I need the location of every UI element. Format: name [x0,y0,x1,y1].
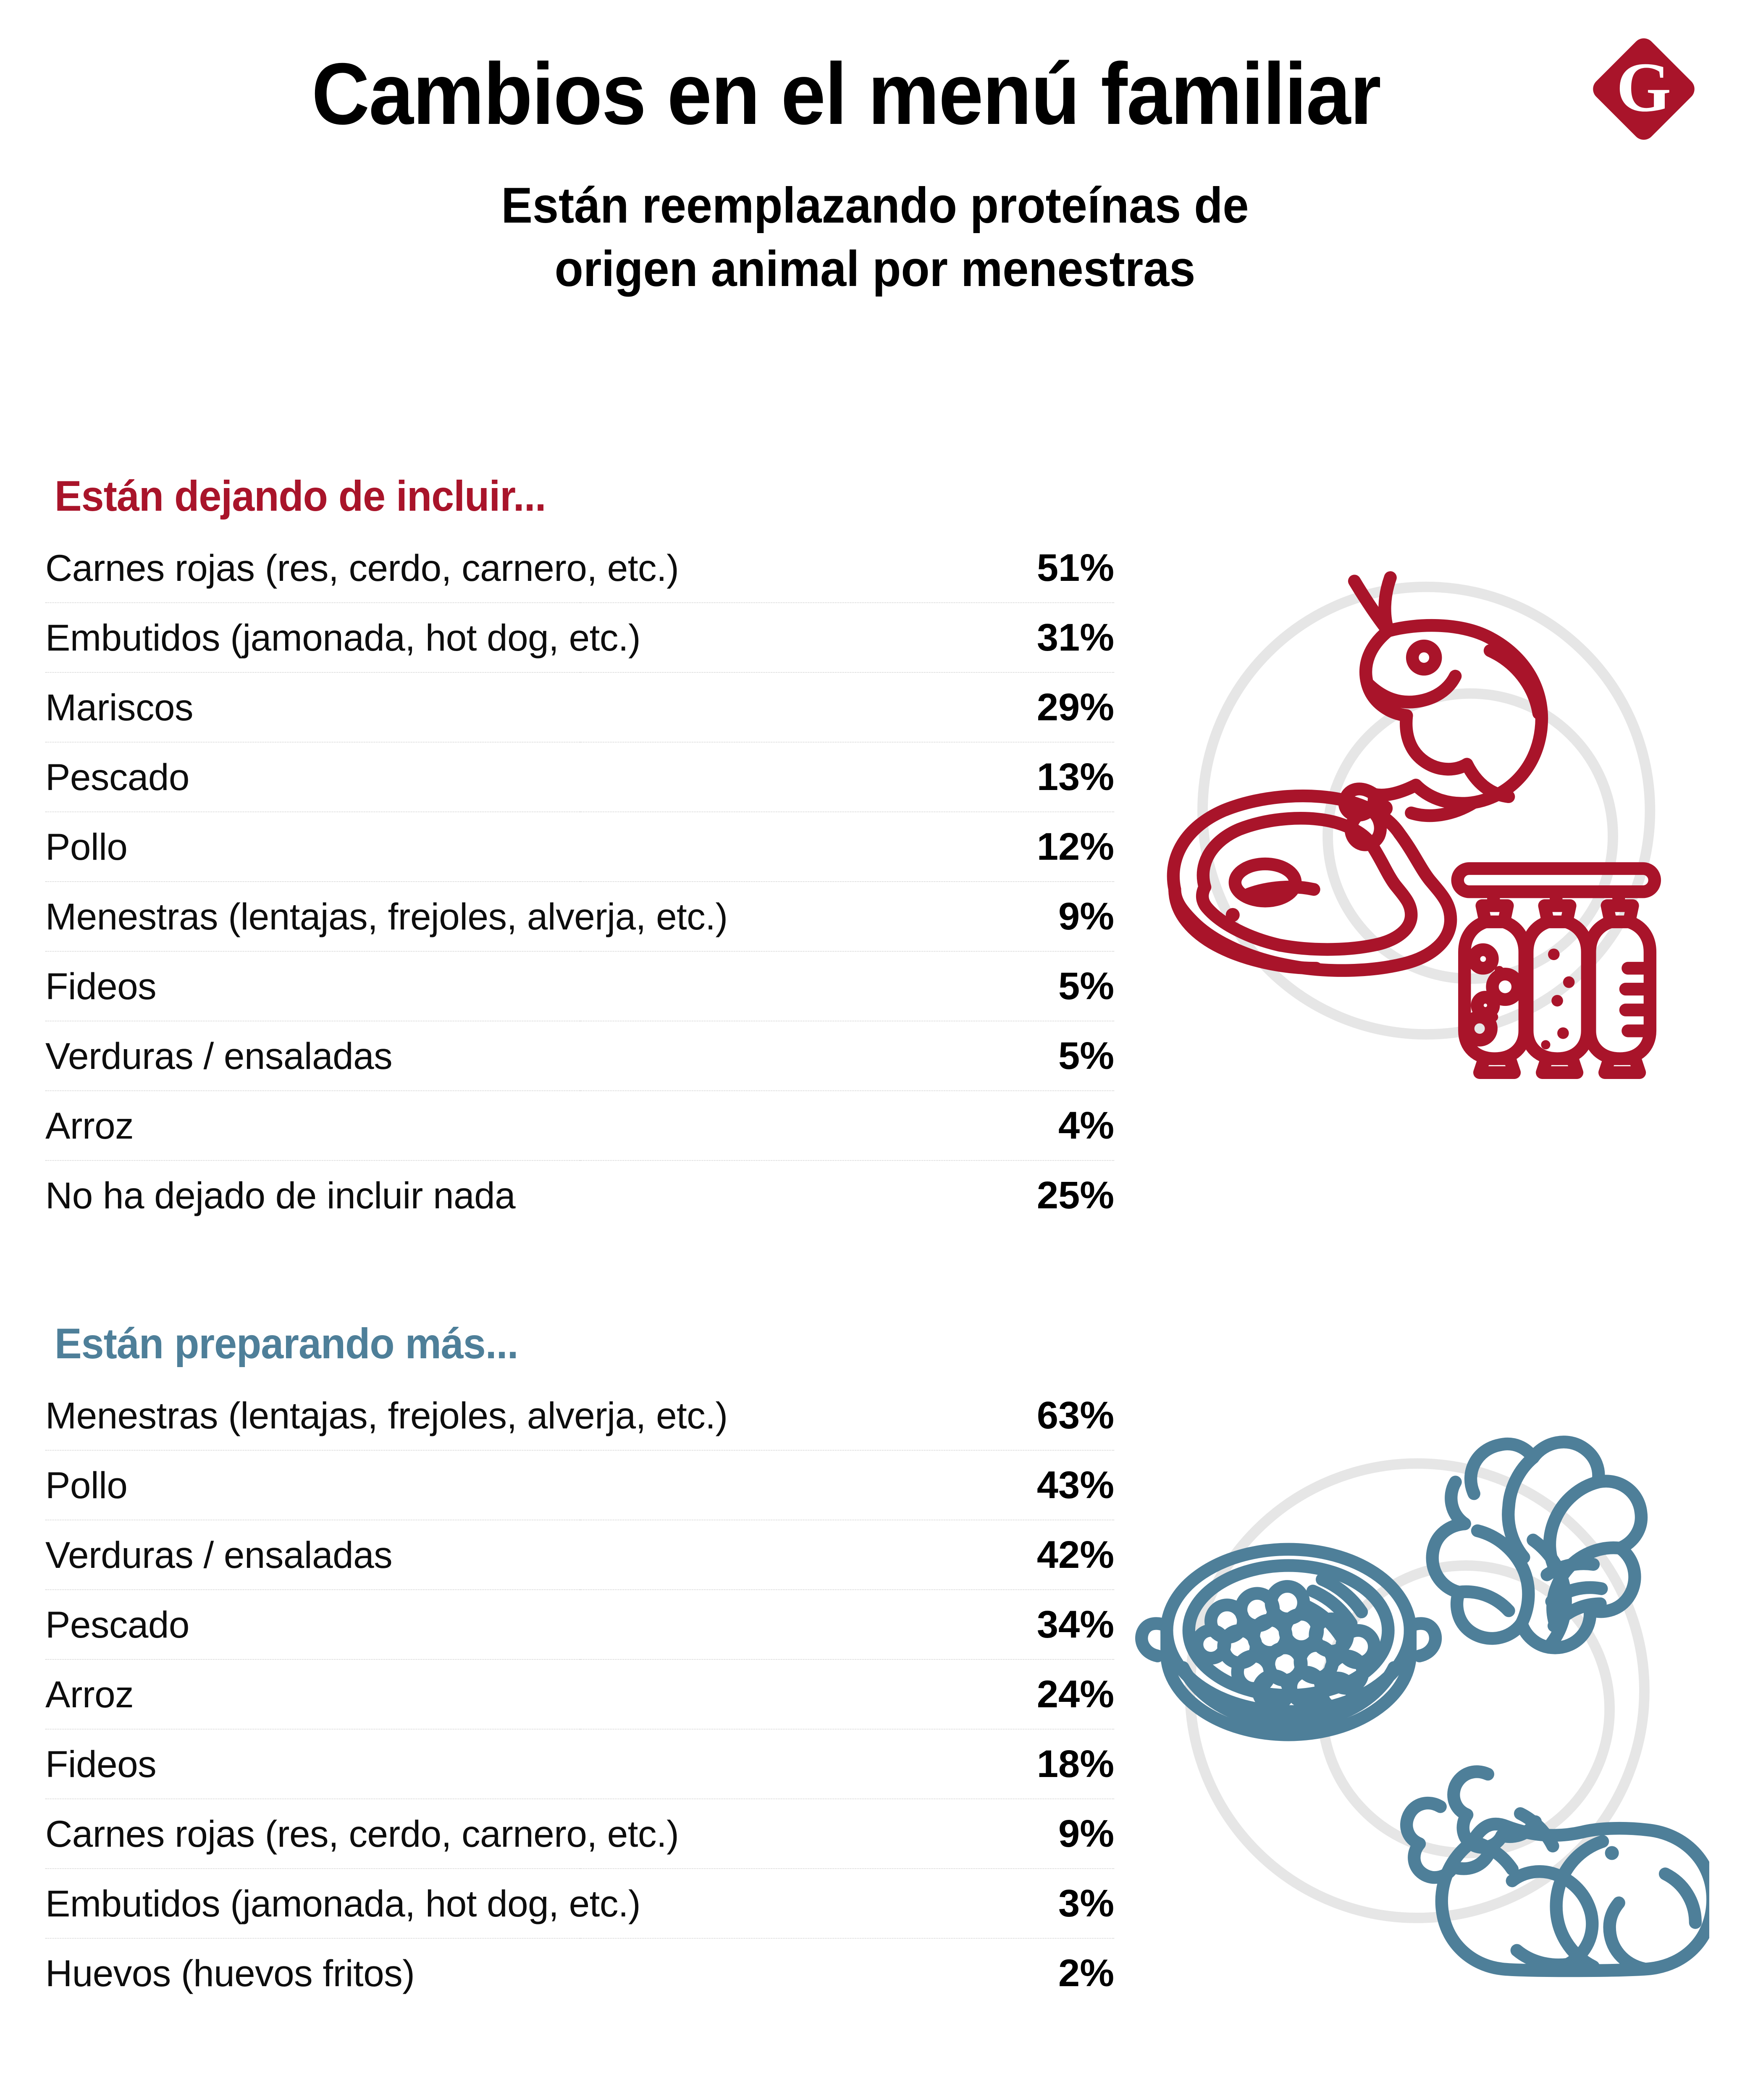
row-label: Arroz [45,1659,580,1730]
table-row: Fideos 5% [45,951,1114,1021]
row-value: 31% [580,603,1114,673]
row-label: Pescado [45,742,580,812]
illustration-plant-protein [1130,1399,1709,1978]
table-row: Pescado 34% [45,1590,1114,1660]
table-row: Huevos (huevos fritos) 2% [45,1938,1114,2008]
table-row: Verduras / ensaladas 5% [45,1021,1114,1091]
sausages-icon [1451,862,1661,1079]
gestion-logo: G [1588,34,1699,144]
section-heading-preparando: Están preparando más... [55,1320,519,1368]
row-value: 43% [580,1450,1114,1520]
bean-pot-icon [1135,1543,1442,1741]
subtitle-line-2: origen animal por menestras [554,241,1196,297]
table-row: Carnes rojas (res, cerdo, carnero, etc.)… [45,533,1114,603]
row-value: 25% [1036,1173,1114,1217]
table-row: Menestras (lentajas, frejoles, alverja, … [45,882,1114,952]
row-value: 12% [580,812,1114,882]
cabbage-icon [1426,1436,1648,1654]
row-value: 9% [580,882,1114,952]
table-row: Arroz 4% [45,1091,1114,1161]
row-value: 42% [580,1520,1114,1590]
section-heading-dejando: Están dejando de incluir... [55,472,546,520]
table-row: Pollo 43% [45,1450,1114,1520]
table-row: No ha dejado de incluir nada 25% [45,1160,1114,1230]
page-subtitle: Están reemplazando proteínas de origen a… [61,174,1689,301]
tables-column: Están dejando de incluir... Carnes rojas… [45,475,1120,2008]
row-value: 13% [580,742,1114,812]
row-label: Pollo [45,1450,580,1520]
table-row: Menestras (lentajas, frejoles, alverja, … [45,1381,1114,1451]
table-dejando-de-incluir: Carnes rojas (res, cerdo, carnero, etc.)… [45,533,1114,1230]
row-value: 34% [580,1590,1114,1660]
table-row: Embutidos (jamonada, hot dog, etc.) 3% [45,1869,1114,1939]
row-label: Pollo [45,812,580,882]
row-label: Mariscos [45,672,580,743]
table-row: Mariscos 29% [45,672,1114,743]
row-label: Carnes rojas (res, cerdo, carnero, etc.) [45,1799,679,1869]
row-value: 3% [580,1869,1114,1939]
row-value: 24% [580,1659,1114,1730]
row-label: Menestras (lentajas, frejoles, alverja, … [45,882,728,952]
row-label: Embutidos (jamonada, hot dog, etc.) [45,603,641,673]
table-row: Fideos 18% [45,1729,1114,1799]
row-value: 5% [580,1021,1114,1091]
illustration-animal-protein [1142,521,1722,1100]
chicken-icon [1400,1765,1709,1977]
table-row: Pollo 12% [45,812,1114,882]
section-dejando-de-incluir: Están dejando de incluir... Carnes rojas… [45,475,1120,1230]
row-label: Verduras / ensaladas [45,1021,580,1091]
row-label: Menestras (lentajas, frejoles, alverja, … [45,1381,728,1451]
row-value: 63% [580,1381,1114,1451]
row-value: 4% [580,1091,1114,1161]
section-preparando-mas: Están preparando más... Menestras (lenta… [45,1322,1120,2008]
row-value: 9% [580,1799,1114,1869]
table-preparando-mas: Menestras (lentajas, frejoles, alverja, … [45,1381,1114,2008]
row-label: Huevos (huevos fritos) [45,1952,415,1994]
table-row: Embutidos (jamonada, hot dog, etc.) 31% [45,603,1114,673]
page-title: Cambios en el menú familiar [311,45,1381,143]
row-label: Arroz [45,1091,580,1161]
table-row: Pescado 13% [45,742,1114,812]
table-row: Carnes rojas (res, cerdo, carnero, etc.)… [45,1799,1114,1869]
row-label: Embutidos (jamonada, hot dog, etc.) [45,1869,641,1939]
table-row: Arroz 24% [45,1659,1114,1730]
logo-letter: G [1616,48,1671,126]
subtitle-line-1: Están reemplazando proteínas de [501,177,1249,234]
infographic-header: Cambios en el menú familiar G Están reem… [0,0,1750,301]
row-value: 5% [580,951,1114,1021]
section-gap [45,1230,1120,1322]
row-value: 2% [1058,1951,1114,1995]
row-label: Fideos [45,1729,580,1799]
table-row: Verduras / ensaladas 42% [45,1520,1114,1590]
row-label: Pescado [45,1590,580,1660]
row-label: Verduras / ensaladas [45,1520,580,1590]
row-value: 29% [580,672,1114,743]
row-label: Carnes rojas (res, cerdo, carnero, etc.) [45,533,679,603]
row-value: 51% [580,533,1114,603]
row-label: No ha dejado de incluir nada [45,1174,516,1216]
steak-icon [1167,789,1457,977]
row-label: Fideos [45,951,580,1021]
infographic-body: Están dejando de incluir... Carnes rojas… [0,475,1750,2083]
row-value: 18% [580,1729,1114,1799]
